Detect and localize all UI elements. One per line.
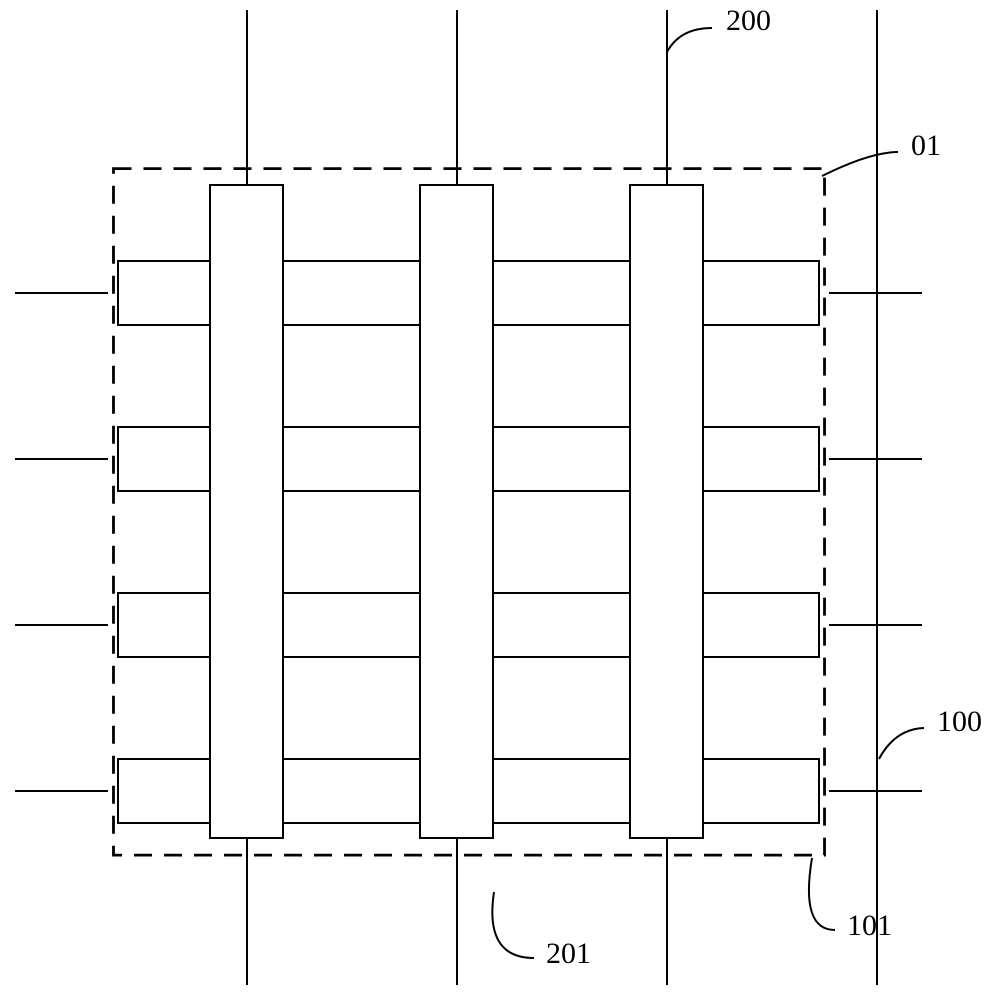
row-segment-1-3 — [703, 427, 819, 491]
row-segment-0-1 — [283, 261, 420, 325]
label-lead-200 — [667, 28, 712, 52]
row-segment-2-1 — [283, 593, 420, 657]
row-segment-0-3 — [703, 261, 819, 325]
row-segment-2-3 — [703, 593, 819, 657]
row-segment-2-2 — [493, 593, 630, 657]
vertical-bar-0 — [210, 185, 283, 838]
row-segment-1-1 — [283, 427, 420, 491]
row-segment-3-3 — [703, 759, 819, 823]
label-101: 101 — [847, 909, 892, 942]
label-200: 200 — [726, 4, 771, 37]
row-segment-1-0 — [118, 427, 210, 491]
label-lead-01 — [822, 152, 898, 176]
label-201: 201 — [546, 937, 591, 970]
label-lead-100 — [879, 728, 924, 759]
row-segment-0-2 — [493, 261, 630, 325]
row-segment-3-2 — [493, 759, 630, 823]
row-segment-2-0 — [118, 593, 210, 657]
vertical-bar-1 — [420, 185, 493, 838]
label-100: 100 — [937, 705, 982, 738]
row-segment-1-2 — [493, 427, 630, 491]
label-lead-201 — [492, 892, 534, 958]
vertical-bar-2 — [630, 185, 703, 838]
row-segment-3-1 — [283, 759, 420, 823]
label-lead-101 — [809, 858, 835, 930]
row-segment-0-0 — [118, 261, 210, 325]
label-01: 01 — [911, 129, 941, 162]
row-segment-3-0 — [118, 759, 210, 823]
